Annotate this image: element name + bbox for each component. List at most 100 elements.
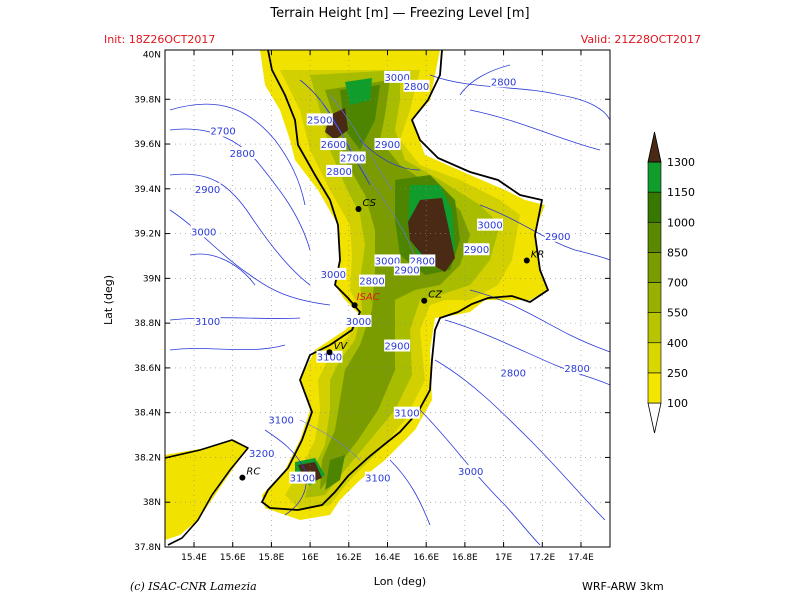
colorbar-bin — [647, 161, 662, 193]
svg-text:2800: 2800 — [359, 277, 384, 288]
freezing-level-labels: 3000 2800 2500 2800 2700 2800 2600 2700 2900 2800… — [190, 70, 591, 485]
city-marker-isac: ISAC — [351, 292, 380, 309]
lat-tick-label: 38.2N — [134, 453, 161, 463]
freezing-level-label: 2600 — [320, 138, 347, 151]
freezing-level-label: 3100 — [393, 406, 420, 420]
svg-text:3200: 3200 — [249, 449, 274, 460]
lat-tick-label: 39.6N — [134, 140, 161, 150]
freezing-level-label: 3100 — [289, 471, 316, 485]
lat-tick-label: 39.4N — [134, 185, 161, 195]
lon-tick-label: 16.2E — [336, 553, 362, 563]
svg-text:3000: 3000 — [375, 256, 400, 267]
freezing-level-label: 3000 — [345, 314, 372, 328]
terrain-layer — [165, 50, 548, 540]
freezing-level-label: 2800 — [359, 274, 386, 288]
colorbar-over — [647, 131, 662, 163]
svg-text:ISAC: ISAC — [357, 292, 380, 303]
freezing-level-label: 2800 — [500, 366, 527, 379]
colorbar-label: 400 — [667, 337, 688, 350]
lon-tick-label: 15.6E — [220, 553, 246, 563]
lat-tick-label: 39.8N — [134, 95, 161, 105]
lon-tick-label: 15.8E — [259, 553, 285, 563]
svg-text:2800: 2800 — [404, 82, 429, 93]
freezing-level-label: 2900 — [194, 182, 221, 196]
city-marker-cs: CS — [355, 198, 377, 212]
svg-text:3100: 3100 — [290, 474, 315, 485]
lat-tick-label: 37.8N — [134, 543, 161, 553]
city-markers: CS KR CZ ISAC VV RC — [239, 198, 544, 481]
model-name: WRF-ARW 3km — [582, 580, 664, 593]
freezing-contours — [169, 64, 610, 546]
freezing-level-label: 2800 — [564, 361, 591, 375]
x-axis-label: Lon (deg) — [373, 575, 427, 588]
lon-tick-label: 16E — [302, 553, 319, 563]
freezing-level-label: 2900 — [463, 243, 490, 256]
city-marker-cz: CZ — [421, 290, 443, 304]
colorbar-label: 100 — [667, 397, 688, 410]
colorbar-bin — [647, 221, 662, 253]
svg-text:2700: 2700 — [210, 127, 235, 138]
lat-tick-label: 38N — [143, 498, 161, 508]
svg-text:RC: RC — [246, 467, 260, 478]
freezing-level-label: 2900 — [393, 263, 420, 276]
svg-text:KR: KR — [531, 249, 545, 260]
svg-text:2900: 2900 — [384, 342, 409, 353]
freezing-level-label: 3100 — [194, 314, 221, 328]
terrain-sicily — [165, 440, 248, 540]
freezing-level-label: 3100 — [316, 350, 343, 364]
colorbar-bin — [647, 342, 662, 374]
freezing-level-label: 2800 — [326, 164, 353, 178]
svg-text:2800: 2800 — [491, 77, 516, 88]
freezing-level-label: 2900 — [374, 138, 401, 151]
svg-text:3000: 3000 — [458, 467, 483, 478]
chart-title: Terrain Height [m] — Freezing Level [m] — [270, 6, 530, 21]
svg-text:2700: 2700 — [340, 153, 365, 164]
svg-text:VV: VV — [333, 341, 348, 352]
colorbar-label: 1000 — [667, 216, 695, 229]
credit-text: (c) ISAC-CNR Lamezia — [130, 580, 257, 593]
colorbar-label: 700 — [667, 277, 688, 290]
svg-text:3000: 3000 — [191, 227, 216, 238]
lon-tick-label: 16.4E — [375, 553, 401, 563]
city-marker-vv: VV — [326, 341, 348, 356]
axis-ticks: 15.4E 15.6E 15.8E 16E 16.2E 16.4E 16.6E 16.8E 17… — [134, 50, 610, 563]
freezing-level-label: 3100 — [268, 413, 295, 426]
svg-text:2600: 2600 — [321, 140, 346, 151]
svg-text:2800: 2800 — [230, 149, 255, 160]
city-marker-kr: KR — [523, 249, 545, 264]
lon-tick-label: 17.4E — [568, 553, 594, 563]
colorbar-bin — [647, 372, 662, 404]
freezing-level-label: 3000 — [320, 267, 347, 281]
svg-text:2900: 2900 — [195, 185, 220, 196]
terrain-peak-sila — [408, 198, 455, 272]
freezing-level-label: 3000 — [457, 464, 484, 478]
svg-text:2900: 2900 — [464, 245, 489, 256]
lat-tick-label: 39.2N — [134, 230, 161, 240]
lon-tick-label: 17.2E — [529, 553, 555, 563]
init-time: Init: 18Z26OCT2017 — [104, 33, 216, 46]
lat-tick-label-top: 40N — [143, 50, 161, 60]
lon-tick-label: 15.4E — [181, 553, 207, 563]
freezing-level-label: 2700 — [210, 124, 237, 138]
svg-text:3100: 3100 — [394, 409, 419, 420]
lat-tick-label: 38.4N — [134, 409, 161, 419]
svg-text:2500: 2500 — [307, 115, 332, 126]
freezing-level-label: 3000 — [190, 225, 217, 238]
colorbar-label: 850 — [667, 246, 688, 259]
svg-text:2800: 2800 — [564, 364, 589, 375]
svg-text:3100: 3100 — [317, 353, 342, 364]
colorbar-legend: 100 250 400 550 700 850 1000 1150 1300 — [647, 131, 695, 434]
svg-text:2900: 2900 — [394, 265, 419, 276]
lat-tick-label: 38.6N — [134, 364, 161, 374]
svg-text:3000: 3000 — [346, 317, 371, 328]
freezing-level-label: 3100 — [364, 471, 391, 485]
svg-text:2800: 2800 — [326, 167, 351, 178]
svg-text:2900: 2900 — [375, 140, 400, 151]
lon-tick-label: 16.8E — [452, 553, 478, 563]
svg-text:3100: 3100 — [195, 317, 220, 328]
freezing-level-label: 2700 — [339, 151, 366, 164]
svg-text:CS: CS — [362, 198, 376, 209]
colorbar-under — [647, 402, 662, 434]
svg-text:CZ: CZ — [428, 290, 443, 301]
freezing-level-label: 2800 — [229, 146, 256, 160]
